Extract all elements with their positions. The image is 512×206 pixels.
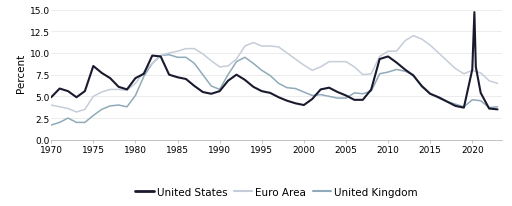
United States <box>56 88 62 90</box>
United States <box>402 69 408 71</box>
United Kingdom <box>360 93 366 96</box>
Euro Area <box>317 66 324 69</box>
Euro Area <box>301 64 307 67</box>
Euro Area <box>326 61 332 64</box>
Y-axis label: Percent: Percent <box>15 54 26 93</box>
United Kingdom <box>124 106 130 109</box>
United Kingdom <box>301 91 307 94</box>
United States <box>351 99 357 102</box>
United Kingdom <box>225 74 231 76</box>
Euro Area <box>132 83 138 85</box>
United Kingdom <box>166 54 172 57</box>
United Kingdom <box>317 94 324 96</box>
Line: United States: United States <box>51 13 498 110</box>
Euro Area <box>73 111 79 114</box>
United States <box>48 97 54 99</box>
Legend: United States, Euro Area, United Kingdom: United States, Euro Area, United Kingdom <box>131 183 422 201</box>
Euro Area <box>48 104 54 107</box>
United Kingdom <box>48 124 54 127</box>
United States <box>309 98 315 101</box>
Euro Area <box>360 74 366 76</box>
United Kingdom <box>495 106 501 109</box>
Euro Area <box>410 35 416 38</box>
Euro Area <box>225 66 231 68</box>
United States <box>495 109 501 111</box>
United States <box>472 12 478 14</box>
Euro Area <box>495 83 501 85</box>
United States <box>334 91 340 94</box>
United Kingdom <box>326 96 332 98</box>
United States <box>217 90 223 93</box>
Line: Euro Area: Euro Area <box>51 36 498 112</box>
Line: United Kingdom: United Kingdom <box>51 55 498 125</box>
